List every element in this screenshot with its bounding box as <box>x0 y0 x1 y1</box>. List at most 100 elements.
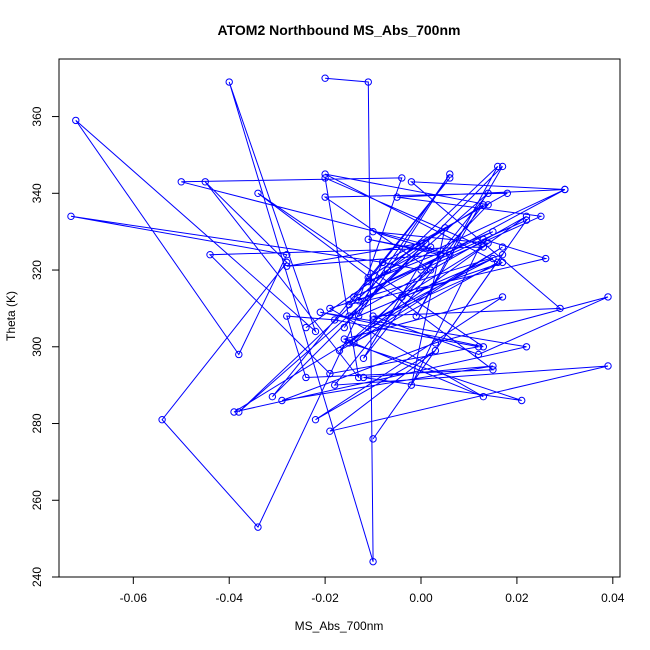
data-point <box>359 373 368 382</box>
data-point <box>350 339 358 347</box>
data-point <box>503 189 512 197</box>
y-tick-label: 240 <box>30 567 44 587</box>
data-point <box>489 227 497 236</box>
data-point <box>479 235 488 244</box>
data-point <box>331 316 339 324</box>
data-point <box>283 258 291 267</box>
data-point <box>446 170 454 178</box>
data-point <box>311 327 320 336</box>
y-tick-label: 300 <box>30 336 44 356</box>
data-point <box>311 415 320 424</box>
data-point <box>254 189 262 197</box>
y-tick-label: 280 <box>30 413 44 433</box>
data-point <box>225 78 233 86</box>
data-point <box>441 224 449 232</box>
data-point <box>446 250 454 259</box>
data-point <box>345 339 353 347</box>
data-point <box>479 392 488 401</box>
data-point <box>484 239 492 247</box>
data-point <box>278 396 286 405</box>
data-point <box>378 258 387 267</box>
data-point <box>498 162 507 171</box>
series-line <box>70 77 609 562</box>
data-point <box>177 178 185 186</box>
y-tick-label: 340 <box>30 183 44 203</box>
x-tick-label: 0.02 <box>505 591 529 605</box>
data-point <box>541 254 550 263</box>
x-tick-label: -0.04 <box>216 591 244 605</box>
data-point <box>489 366 497 374</box>
data-point <box>364 277 372 286</box>
x-axis: -0.06 -0.04 -0.02 0.00 0.02 0.04 <box>120 576 625 605</box>
data-point <box>369 557 377 566</box>
data-point <box>446 174 454 182</box>
data-point <box>518 396 526 405</box>
data-point <box>326 369 334 378</box>
data-point <box>326 304 334 313</box>
data-point <box>283 312 291 320</box>
data-point <box>604 362 612 370</box>
data-point <box>484 189 492 197</box>
data-point <box>498 293 507 301</box>
data-point <box>522 216 531 224</box>
y-tick-label: 360 <box>30 106 44 126</box>
data-point <box>417 266 425 274</box>
y-tick-label: 320 <box>30 260 44 280</box>
data-point <box>479 201 488 209</box>
data-point <box>561 185 569 194</box>
data-point <box>230 408 238 416</box>
data-point <box>398 174 406 182</box>
data-point <box>436 250 444 259</box>
data-point <box>537 212 545 221</box>
data-point <box>489 254 497 263</box>
x-tick-label: 0.00 <box>409 591 433 605</box>
data-point <box>359 354 368 362</box>
data-point <box>158 415 166 424</box>
data-point <box>254 523 262 531</box>
data-point <box>235 408 243 416</box>
x-axis-label: MS_Abs_700nm <box>295 619 384 633</box>
data-point <box>321 170 329 178</box>
data-point <box>326 427 334 435</box>
data-point <box>369 435 377 443</box>
data-point <box>321 193 329 201</box>
data-point <box>422 239 430 247</box>
y-axis: 240 260 280 300 320 340 360 <box>30 106 60 587</box>
data-point <box>364 78 372 86</box>
data-point <box>426 266 435 274</box>
data-point <box>474 343 483 351</box>
y-axis-label: Theta (K) <box>4 291 18 341</box>
series-layer <box>67 74 612 566</box>
data-point <box>479 343 488 351</box>
data-point <box>494 258 502 267</box>
data-point <box>431 346 440 355</box>
data-point <box>383 266 392 274</box>
data-point <box>201 178 209 186</box>
data-point <box>340 323 348 332</box>
data-point <box>369 312 377 320</box>
data-point <box>426 243 435 251</box>
data-point <box>302 373 310 382</box>
data-point <box>522 212 531 221</box>
chart-title: ATOM2 Northbound MS_Abs_700nm <box>218 22 461 38</box>
data-point <box>335 346 344 355</box>
data-point <box>522 343 531 351</box>
data-point <box>494 162 502 171</box>
data-point <box>398 293 406 301</box>
data-point <box>72 116 80 125</box>
data-point <box>479 243 488 251</box>
data-point <box>283 250 291 259</box>
data-point <box>340 335 348 343</box>
data-point <box>498 250 507 259</box>
x-tick-label: -0.06 <box>120 591 148 605</box>
data-point <box>283 262 291 270</box>
data-point <box>498 243 507 251</box>
data-point <box>206 250 214 259</box>
data-point <box>350 293 358 301</box>
data-point <box>417 239 425 247</box>
data-point <box>556 304 564 313</box>
data-point <box>331 381 339 389</box>
data-point <box>474 350 483 359</box>
data-point <box>302 323 310 332</box>
